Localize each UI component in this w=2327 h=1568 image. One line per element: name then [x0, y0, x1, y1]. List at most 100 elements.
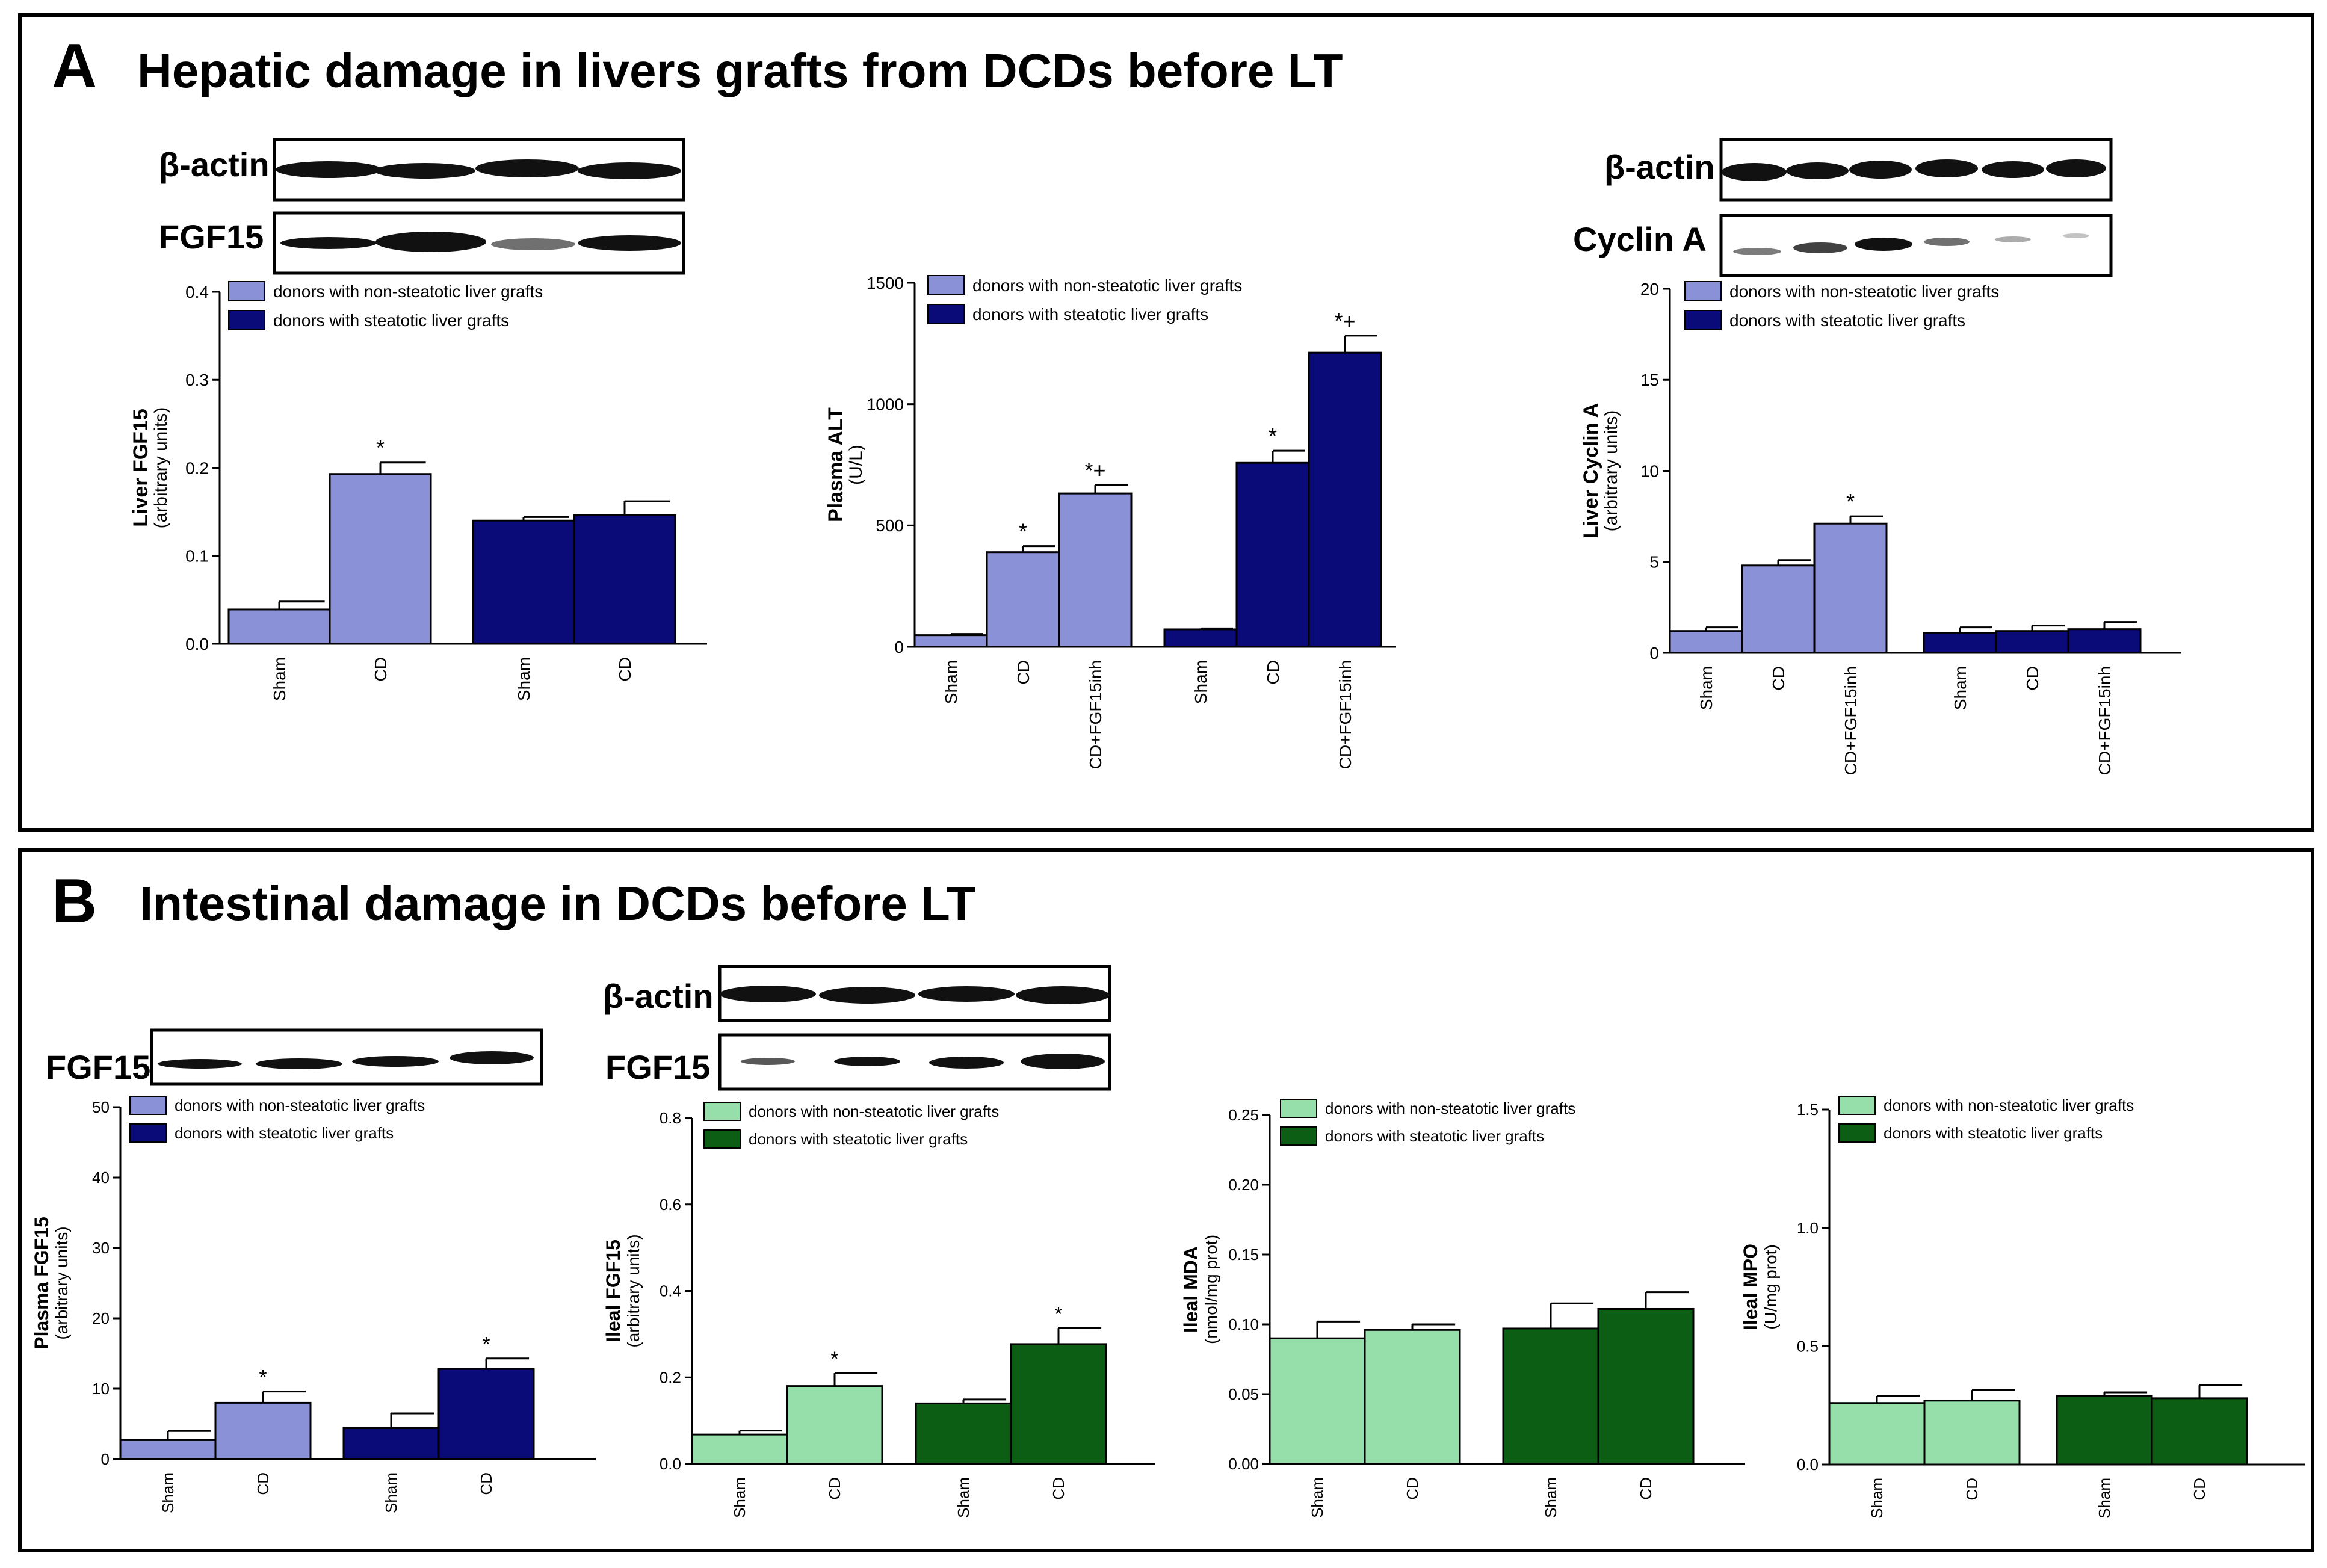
legend-label: donors with steatotic liver grafts [749, 1130, 968, 1148]
legend-swatch [1838, 1123, 1876, 1143]
bar [1828, 1402, 1926, 1466]
x-tick-label: CD [2023, 666, 2042, 690]
y-tick-label: 0.2 [185, 458, 209, 477]
x-tick-label: CD [1049, 1477, 1068, 1500]
legend-swatch [703, 1129, 741, 1149]
y-tick-label: 1500 [867, 274, 904, 292]
significance-mark: * [376, 436, 385, 460]
y-tick-label: 40 [92, 1168, 110, 1187]
y-axis-label-units: (U/mg prot) [1761, 1244, 1780, 1330]
western-blot-cyclin-a [1719, 138, 2113, 277]
y-tick-label: 0.10 [1228, 1315, 1259, 1333]
legend-swatch [129, 1123, 167, 1143]
bar [1923, 1400, 2021, 1466]
y-axis-label: Ileal MDA [1180, 1246, 1202, 1333]
bar [2067, 628, 2142, 654]
significance-mark: *+ [1334, 309, 1355, 333]
legend-swatch [1684, 310, 1722, 330]
y-tick-label: 0.5 [1797, 1337, 1819, 1355]
blot-label-fgf15-a1: FGF15 [159, 218, 264, 256]
blot-label-actin-a2: β-actin [1604, 148, 1715, 186]
legend-swatch [129, 1096, 167, 1115]
chart-ileal-mda: 0.00 0.05 0.10 0.15 0.20 0.25 Ileal MDA (nmol/m… [1180, 1099, 1745, 1518]
bar [913, 634, 988, 648]
x-tick-label: CD [477, 1472, 495, 1495]
y-axis-label-units: (arbitrary units) [624, 1234, 643, 1347]
y-axis-label: Liver Cyclin A [1580, 403, 1602, 539]
legend-label: donors with steatotic liver grafts [273, 311, 509, 330]
panel-label-a: A [52, 31, 97, 101]
y-tick-label: 5 [1649, 553, 1659, 572]
legend-swatch [228, 310, 265, 330]
bar [573, 514, 676, 645]
x-tick-label: CD [1264, 660, 1282, 684]
chart-plasma-alt: 0 500 1000 1500 Plasma ALT(U/L) donors with n… [824, 274, 1396, 769]
panel-title-b: Intestinal damage in DCDs before LT [140, 877, 976, 930]
y-tick-label: 0 [894, 638, 904, 656]
blot-label-plasma-fgf15: FGF15 [46, 1048, 151, 1086]
bar [2151, 1397, 2248, 1466]
blot-label-cyclin-a: Cyclin A [1573, 220, 1707, 258]
x-tick-label: Sham [942, 660, 960, 704]
y-tick-label: 20 [1640, 280, 1659, 298]
y-axis-label: Plasma ALT [824, 407, 847, 522]
legend-label: donors with non-steatotic liver grafts [749, 1102, 999, 1120]
legend-swatch [1838, 1096, 1876, 1115]
x-tick-label: Sham [270, 657, 289, 701]
bar [214, 1401, 312, 1460]
legend-label: donors with steatotic liver grafts [175, 1124, 394, 1142]
panel-a: A Hepatic damage in livers grafts from D… [18, 13, 2314, 832]
western-blot-ileal-fgf15 [718, 965, 1111, 1091]
blot-label-actin-b: β-actin [603, 977, 714, 1015]
y-tick-label: 0 [1649, 644, 1659, 662]
y-tick-label: 0.4 [660, 1282, 681, 1300]
bar [2056, 1395, 2153, 1466]
chart-ileal-fgf15: 0.0 0.2 0.4 0.6 0.8 Ileal FGF15 (arbitrary uni… [602, 1102, 1155, 1518]
significance-mark: * [1054, 1303, 1062, 1326]
legend-label: donors with steatotic liver grafts [1325, 1127, 1544, 1145]
legend-swatch [927, 275, 965, 295]
y-tick-label: 0 [101, 1450, 110, 1468]
x-tick-label: CD [371, 657, 390, 681]
x-tick-label: CD [1637, 1477, 1655, 1500]
y-axis-label: Ileal FGF15 [602, 1239, 624, 1342]
y-tick-label: 0.05 [1228, 1385, 1259, 1403]
legend-label: donors with non-steatotic liver grafts [1325, 1099, 1575, 1117]
bar [1597, 1307, 1695, 1465]
y-axis-label-units: (arbitrary units) [52, 1226, 71, 1339]
significance-mark: * [1846, 489, 1855, 514]
y-axis-label-units: (U/L) [846, 445, 866, 485]
x-tick-label: Sham [1868, 1478, 1886, 1519]
blot-label-actin-a1: β-actin [159, 146, 270, 184]
legend-label: donors with non-steatotic liver grafts [1884, 1096, 2134, 1114]
x-tick-label: CD [2190, 1478, 2208, 1501]
bar [329, 473, 432, 645]
y-tick-label: 20 [92, 1309, 110, 1327]
chart-plasma-fgf15: 0 10 20 30 40 50 Plasma FGF15 (arbitrary units)… [31, 1096, 596, 1513]
y-tick-label: 50 [92, 1098, 110, 1116]
x-tick-label: CD+FGF15inh [1086, 660, 1105, 769]
x-tick-label: Sham [1951, 666, 1970, 710]
x-tick-label: CD [254, 1472, 272, 1495]
x-tick-label: CD [826, 1477, 844, 1500]
legend-label: donors with steatotic liver grafts [1884, 1124, 2103, 1142]
x-tick-label: CD [1403, 1477, 1421, 1500]
x-tick-label: Sham [382, 1472, 400, 1513]
panel-label-b: B [52, 866, 97, 936]
y-tick-label: 10 [1640, 461, 1659, 480]
bar [1308, 351, 1382, 648]
blot-label-ileal-fgf15: FGF15 [605, 1048, 711, 1086]
y-tick-label: 0.2 [660, 1368, 681, 1386]
y-tick-label: 0.1 [185, 547, 209, 566]
bar [1163, 628, 1238, 648]
y-tick-label: 15 [1640, 371, 1659, 389]
x-tick-label: Sham [159, 1472, 177, 1513]
significance-mark: * [830, 1348, 838, 1371]
bar [437, 1368, 535, 1460]
legend-swatch [1684, 281, 1722, 301]
y-tick-label: 0.25 [1228, 1106, 1259, 1124]
legend-swatch [927, 304, 965, 324]
x-tick-label: Sham [1542, 1477, 1560, 1518]
legend-label: donors with non-steatotic liver grafts [273, 282, 543, 301]
x-tick-label: Sham [954, 1477, 972, 1518]
